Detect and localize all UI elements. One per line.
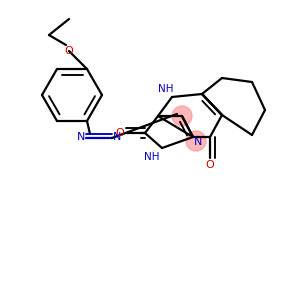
Circle shape — [186, 131, 206, 151]
Text: N: N — [194, 137, 202, 147]
Text: N: N — [113, 132, 121, 142]
Text: O: O — [206, 160, 214, 170]
Text: N: N — [77, 132, 85, 142]
Text: O: O — [64, 46, 74, 56]
Text: O: O — [116, 128, 124, 138]
Circle shape — [172, 106, 192, 126]
Text: NH: NH — [158, 84, 174, 94]
Text: NH: NH — [144, 152, 160, 162]
